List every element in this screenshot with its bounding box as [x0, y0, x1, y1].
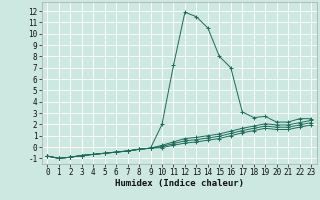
X-axis label: Humidex (Indice chaleur): Humidex (Indice chaleur) [115, 179, 244, 188]
